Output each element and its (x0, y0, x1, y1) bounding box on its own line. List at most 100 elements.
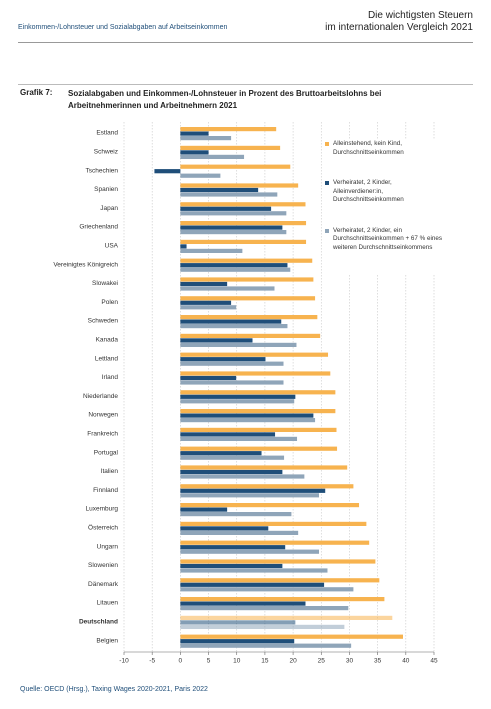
bar (180, 432, 276, 437)
y-tick-label: Spanien (94, 186, 118, 193)
bar (180, 221, 307, 226)
legend-swatch (325, 181, 329, 185)
legend-label: Verheiratet, 2 Kinder, Alleinverdiener:i… (333, 179, 404, 203)
bar (180, 145, 281, 150)
x-tick-label: 25 (318, 658, 326, 665)
x-tick-label: 20 (289, 658, 297, 665)
bar (180, 305, 237, 310)
bar (180, 192, 278, 197)
bar (180, 521, 367, 526)
source: Quelle: OECD (Hrsg.), Taxing Wages 2020-… (20, 686, 208, 693)
header-line: im internationalen Vergleich 2021 (325, 22, 473, 33)
bar (180, 503, 360, 508)
y-tick-label: Österreich (88, 524, 118, 532)
bar (180, 187, 259, 193)
x-tick-label: 35 (374, 658, 382, 665)
bar (180, 484, 354, 489)
bar (180, 606, 349, 611)
bar (180, 225, 283, 230)
bar (180, 281, 228, 287)
bar (180, 150, 209, 155)
bar (180, 469, 283, 475)
bar (180, 634, 403, 639)
bar (180, 436, 298, 441)
bar (180, 361, 284, 366)
header-line: Die wichtigsten Steuern (367, 10, 473, 21)
legend-swatch (325, 142, 329, 146)
bar (180, 300, 232, 305)
legend-label: Verheiratet, 2 Kinder, ein Durchschnitts… (333, 226, 443, 251)
y-tick-label: Italien (101, 468, 119, 475)
bar (180, 474, 305, 479)
y-tick-label: Japan (100, 205, 118, 212)
bar (180, 597, 385, 602)
y-tick-label: Portugal (94, 449, 119, 456)
x-tick-label: 40 (402, 658, 410, 665)
bar (180, 409, 336, 414)
bar (180, 578, 380, 583)
header-title: Die wichtigsten Steuern im internationale… (273, 10, 473, 34)
y-tick-label: Griechenland (79, 224, 118, 231)
bar (180, 375, 237, 381)
bar (180, 582, 325, 587)
bar (180, 624, 345, 629)
y-tick-label: Frankreich (87, 431, 118, 438)
bar (180, 488, 326, 493)
y-tick-label: Tschechien (85, 167, 118, 174)
legend-item: Verheiratet, 2 Kinder, Alleinverdiener:i… (325, 179, 443, 205)
y-tick-label: Schweiz (94, 149, 118, 156)
header-section: Einkommen-/Lohnsteuer und Sozialabgaben … (18, 24, 228, 31)
bar (180, 563, 283, 569)
x-tick-label: -5 (149, 658, 155, 665)
bar (180, 559, 376, 564)
bar (180, 380, 284, 385)
bar (180, 446, 338, 451)
y-tick-label: Litauen (97, 600, 119, 607)
bar (180, 418, 316, 423)
bar (180, 136, 232, 141)
bar (180, 427, 337, 432)
bar (180, 643, 352, 648)
bar (180, 357, 266, 362)
chart-title: Sozialabgaben und Einkommen-/Lohnsteuer … (68, 89, 382, 110)
y-tick-label: Ungarn (97, 543, 119, 550)
y-tick-label: Finnland (93, 487, 118, 494)
bar (180, 164, 291, 169)
figure-label: Grafik 7: (20, 88, 53, 97)
bar (180, 206, 272, 211)
bar (180, 507, 228, 512)
legend: Alleinstehend, kein Kind, Durchschnittse… (325, 140, 443, 274)
bar (180, 526, 269, 531)
bar (180, 248, 243, 253)
y-tick-label: Estland (96, 130, 118, 137)
bar (180, 230, 287, 235)
bar (180, 587, 354, 592)
y-tick-label: Kanada (96, 337, 119, 344)
bar (180, 620, 296, 625)
bar (180, 239, 307, 244)
y-tick-label: Deutschland (79, 619, 118, 626)
bar (180, 173, 221, 178)
bar (180, 530, 299, 535)
legend-swatch (325, 228, 329, 233)
legend-item: Alleinstehend, kein Kind, Durchschnittse… (325, 140, 443, 157)
x-tick-label: 15 (261, 658, 269, 665)
y-tick-label: Vereinigtes Königreich (53, 261, 118, 268)
bar (154, 169, 181, 174)
y-tick-label: USA (105, 243, 119, 250)
bar (180, 324, 288, 329)
bar (180, 263, 288, 268)
bar (180, 296, 316, 301)
y-tick-label: Polen (101, 299, 118, 306)
bar (180, 413, 314, 418)
y-tick-label: Dänemark (88, 581, 119, 588)
bar (180, 202, 306, 207)
bar (180, 131, 209, 136)
y-tick-label: Irland (102, 374, 119, 381)
y-tick-label: Slowenien (88, 562, 118, 569)
bar (180, 540, 370, 545)
y-tick-label: Belgien (96, 637, 118, 644)
bar (180, 371, 331, 376)
